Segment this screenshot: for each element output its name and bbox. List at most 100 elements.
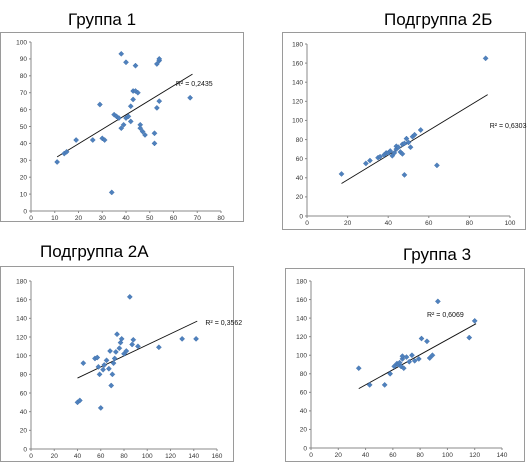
- x-tick-label: 80: [217, 215, 225, 222]
- data-point: [113, 113, 120, 120]
- y-tick-label: 100: [16, 39, 27, 46]
- y-tick-label: 80: [300, 371, 308, 378]
- x-tick-label: 0: [29, 215, 33, 222]
- x-tick-label: 40: [122, 215, 130, 222]
- y-tick-label: 140: [296, 315, 307, 322]
- x-tick-label: 120: [469, 452, 480, 459]
- data-point: [118, 125, 125, 132]
- data-point: [417, 127, 424, 133]
- y-tick-label: 180: [296, 278, 307, 285]
- data-point: [80, 360, 87, 367]
- data-point: [103, 357, 110, 364]
- y-tick-label: 20: [20, 175, 28, 182]
- y-tick-label: 180: [16, 278, 27, 285]
- y-tick-label: 100: [16, 353, 27, 360]
- data-point: [129, 341, 136, 348]
- data-point: [109, 371, 116, 378]
- data-point: [418, 335, 425, 342]
- data-point: [112, 349, 119, 355]
- data-point: [471, 318, 478, 324]
- chart-title-subgroup2b: Подгруппа 2Б: [384, 10, 493, 29]
- x-tick-label: 30: [99, 215, 107, 222]
- x-tick-label: 50: [146, 215, 154, 222]
- data-point: [411, 357, 418, 364]
- data-point: [399, 353, 406, 360]
- x-tick-label: 140: [188, 453, 199, 460]
- data-point: [118, 50, 125, 57]
- data-point: [155, 344, 162, 351]
- chart-title-subgroup2a: Подгруппа 2А: [40, 242, 149, 261]
- y-tick-label: 0: [23, 446, 27, 453]
- data-point: [381, 382, 388, 388]
- data-point: [110, 360, 117, 367]
- y-tick-label: 0: [303, 445, 307, 452]
- x-tick-label: 60: [97, 453, 105, 460]
- data-point: [130, 96, 137, 103]
- data-point: [96, 101, 103, 108]
- data-point: [367, 157, 373, 164]
- data-point: [114, 331, 120, 338]
- y-tick-label: 140: [16, 316, 27, 323]
- data-point: [132, 62, 139, 69]
- y-tick-label: 20: [300, 427, 308, 434]
- data-point: [135, 343, 141, 350]
- x-tick-label: 160: [212, 453, 223, 460]
- y-tick-label: 60: [296, 156, 304, 163]
- data-point: [134, 89, 141, 96]
- x-tick-label: 0: [29, 453, 33, 460]
- data-point: [151, 140, 158, 147]
- data-point: [142, 132, 148, 138]
- x-tick-label: 80: [120, 453, 128, 460]
- data-point: [424, 338, 430, 345]
- data-point: [179, 335, 186, 342]
- data-point: [403, 354, 410, 360]
- data-point: [193, 335, 199, 342]
- y-tick-label: 180: [292, 41, 303, 48]
- data-point: [108, 382, 115, 389]
- data-point: [403, 135, 410, 142]
- data-point: [466, 334, 473, 341]
- data-point: [434, 298, 441, 305]
- data-point: [89, 137, 96, 143]
- y-tick-label: 10: [20, 191, 28, 198]
- data-point: [63, 148, 70, 155]
- data-point: [106, 365, 112, 372]
- data-point: [76, 397, 83, 404]
- x-tick-label: 100: [442, 452, 453, 459]
- y-tick-label: 120: [16, 334, 27, 341]
- y-tick-label: 0: [299, 213, 303, 220]
- data-point: [137, 125, 144, 132]
- y-tick-label: 40: [20, 409, 28, 416]
- data-point: [187, 94, 194, 101]
- y-tick-label: 120: [296, 334, 307, 341]
- data-point: [409, 352, 415, 359]
- data-point: [111, 111, 118, 118]
- data-point: [118, 335, 125, 342]
- x-tick-label: 40: [385, 220, 393, 227]
- trendline: [341, 94, 488, 184]
- y-tick-label: 120: [292, 99, 303, 106]
- data-point: [108, 189, 115, 196]
- x-tick-label: 100: [505, 220, 516, 227]
- y-tick-label: 60: [20, 107, 28, 114]
- y-tick-label: 100: [292, 118, 303, 125]
- x-tick-label: 40: [74, 453, 82, 460]
- trendline: [56, 73, 193, 158]
- data-point: [101, 137, 108, 143]
- y-tick-label: 60: [20, 390, 28, 397]
- data-point: [125, 113, 132, 120]
- data-point: [123, 348, 130, 354]
- data-point: [366, 382, 373, 388]
- chart-title-group3: Группа 3: [403, 245, 472, 264]
- y-tick-label: 160: [296, 297, 307, 304]
- x-tick-label: 20: [75, 215, 83, 222]
- data-point: [153, 105, 160, 111]
- data-point: [362, 160, 369, 167]
- x-tick-label: 70: [194, 215, 202, 222]
- data-point: [127, 118, 134, 125]
- x-tick-label: 10: [51, 215, 59, 222]
- y-tick-label: 40: [20, 141, 28, 148]
